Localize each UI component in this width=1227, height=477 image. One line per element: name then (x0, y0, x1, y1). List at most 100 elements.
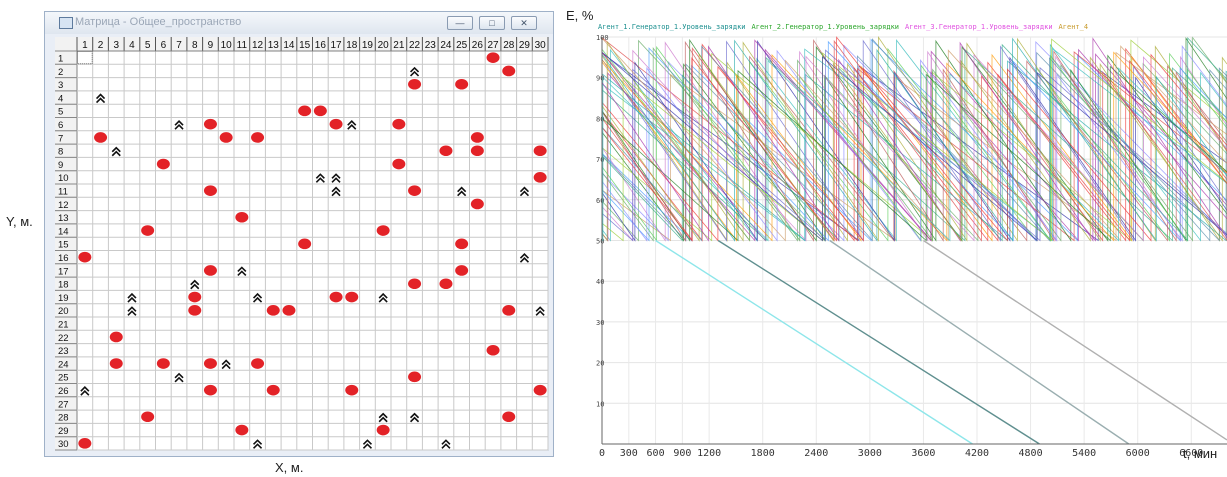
agent-icon[interactable] (519, 186, 530, 197)
generator-marker[interactable] (203, 384, 217, 396)
generator-marker[interactable] (203, 185, 217, 196)
generator-marker[interactable] (455, 265, 469, 276)
row-header[interactable]: 26 (58, 386, 69, 397)
column-header[interactable]: 9 (208, 40, 214, 51)
row-header[interactable]: 18 (58, 280, 69, 291)
column-header[interactable]: 16 (315, 40, 327, 51)
agent-icon[interactable] (252, 439, 263, 449)
generator-marker[interactable] (203, 358, 217, 369)
generator-marker[interactable] (313, 105, 327, 117)
generator-marker[interactable] (439, 145, 453, 157)
agent-icon[interactable] (409, 412, 420, 423)
generator-marker[interactable] (219, 132, 233, 143)
generator-marker[interactable] (470, 145, 484, 157)
generator-marker[interactable] (345, 384, 359, 396)
generator-marker[interactable] (78, 438, 92, 449)
agent-icon[interactable] (457, 186, 467, 197)
generator-marker[interactable] (188, 291, 202, 303)
generator-marker[interactable] (141, 411, 155, 423)
generator-marker[interactable] (392, 118, 406, 130)
row-header[interactable]: 21 (58, 320, 69, 331)
generator-marker[interactable] (376, 424, 390, 436)
generator-marker[interactable] (376, 225, 390, 236)
row-header[interactable]: 25 (58, 373, 69, 384)
agent-icon[interactable] (378, 292, 388, 303)
row-header[interactable]: 28 (58, 413, 69, 424)
agent-icon[interactable] (347, 120, 357, 130)
close-button[interactable]: ✕ (511, 16, 537, 30)
column-header[interactable]: 23 (425, 40, 437, 51)
row-header[interactable]: 19 (58, 293, 69, 304)
column-header[interactable]: 10 (221, 40, 233, 51)
row-header[interactable]: 5 (58, 107, 63, 118)
generator-marker[interactable] (94, 132, 108, 143)
row-header[interactable]: 2 (58, 67, 63, 78)
generator-marker[interactable] (141, 225, 155, 236)
column-header[interactable]: 21 (393, 40, 405, 51)
agent-icon[interactable] (409, 66, 420, 77)
column-header[interactable]: 29 (519, 40, 531, 51)
agent-icon[interactable] (315, 173, 325, 183)
generator-marker[interactable] (156, 158, 170, 170)
row-header[interactable]: 11 (58, 187, 68, 198)
generator-marker[interactable] (235, 211, 249, 223)
row-header[interactable]: 29 (58, 426, 69, 437)
row-header[interactable]: 30 (58, 439, 69, 450)
agent-icon[interactable] (378, 412, 388, 423)
column-header[interactable]: 13 (268, 40, 280, 51)
generator-marker[interactable] (502, 65, 516, 77)
generator-marker[interactable] (266, 305, 280, 316)
column-header[interactable]: 7 (176, 40, 182, 51)
generator-marker[interactable] (408, 278, 422, 290)
generator-marker[interactable] (109, 358, 123, 369)
column-header[interactable]: 25 (456, 40, 468, 51)
column-header[interactable]: 14 (283, 40, 295, 51)
generator-marker[interactable] (298, 105, 312, 117)
agent-icon[interactable] (95, 93, 106, 104)
agent-icon[interactable] (331, 173, 341, 183)
agent-icon[interactable] (80, 386, 90, 396)
agent-icon[interactable] (127, 306, 137, 316)
row-header[interactable]: 9 (58, 160, 63, 171)
generator-marker[interactable] (203, 265, 217, 276)
row-header[interactable]: 15 (58, 240, 69, 251)
generator-marker[interactable] (470, 132, 484, 143)
generator-marker[interactable] (486, 52, 500, 63)
minimize-button[interactable]: — (447, 16, 473, 30)
generator-marker[interactable] (502, 411, 516, 423)
matrix-grid[interactable]: 1 2 3 4 5 6 7 8 9 10 11 12 13 14 15 16 17 18 19 20 21 22 23 24 2… (55, 37, 549, 451)
row-header[interactable]: 10 (58, 173, 69, 184)
agent-icon[interactable] (441, 439, 451, 449)
row-header[interactable]: 6 (58, 120, 63, 131)
generator-marker[interactable] (486, 344, 500, 356)
row-header[interactable]: 24 (58, 359, 69, 370)
row-header[interactable]: 7 (58, 133, 63, 144)
agent-icon[interactable] (535, 306, 545, 316)
generator-marker[interactable] (345, 291, 359, 303)
generator-marker[interactable] (266, 384, 280, 396)
row-header[interactable]: 20 (58, 306, 69, 317)
generator-marker[interactable] (470, 198, 484, 210)
column-header[interactable]: 30 (535, 40, 547, 51)
row-header[interactable]: 12 (58, 200, 69, 211)
agent-icon[interactable] (221, 359, 231, 370)
agent-icon[interactable] (190, 279, 200, 290)
agent-icon[interactable] (111, 146, 121, 157)
generator-marker[interactable] (282, 305, 296, 316)
column-header[interactable]: 15 (299, 40, 311, 51)
row-header[interactable]: 4 (58, 93, 63, 104)
column-header[interactable]: 17 (330, 40, 342, 51)
row-header[interactable]: 23 (58, 346, 69, 357)
agent-icon[interactable] (174, 120, 184, 130)
row-header[interactable]: 8 (58, 147, 63, 158)
generator-marker[interactable] (109, 331, 123, 343)
generator-marker[interactable] (533, 145, 547, 157)
column-header[interactable]: 11 (237, 40, 248, 51)
agent-icon[interactable] (237, 266, 247, 277)
column-header[interactable]: 4 (129, 40, 135, 51)
generator-marker[interactable] (188, 305, 202, 316)
column-header[interactable]: 3 (113, 40, 119, 51)
column-header[interactable]: 22 (409, 40, 421, 51)
row-header[interactable]: 1 (58, 54, 63, 65)
agent-icon[interactable] (519, 253, 530, 263)
